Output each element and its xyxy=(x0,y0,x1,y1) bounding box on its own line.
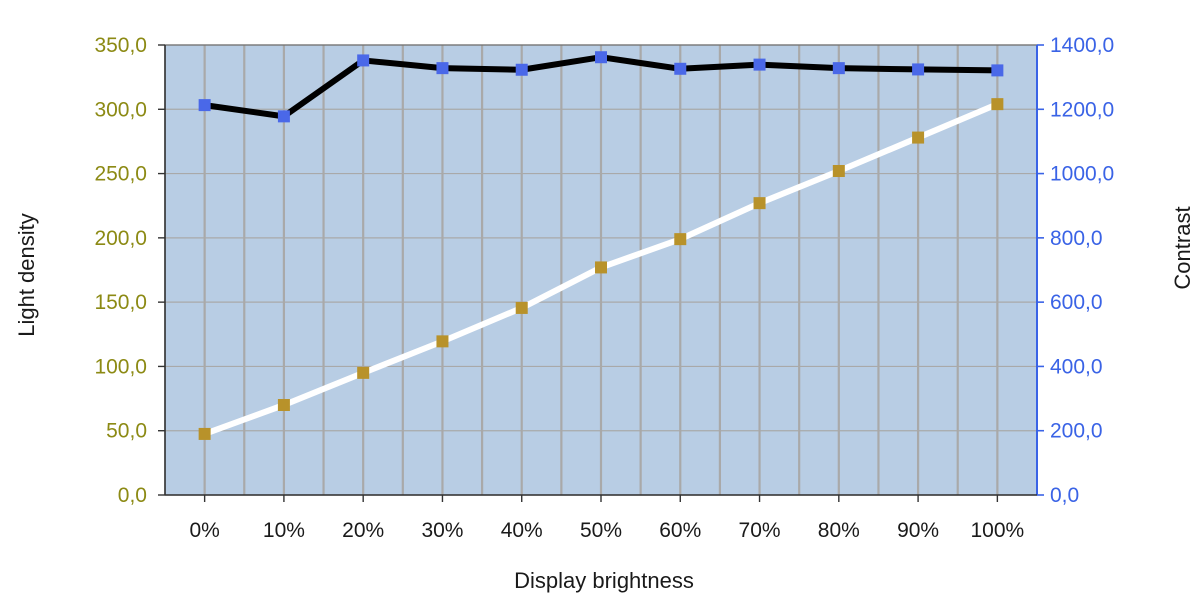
left-tick-label: 50,0 xyxy=(106,420,147,443)
data-point-light-density xyxy=(912,131,925,144)
x-tick-label: 30% xyxy=(421,519,463,542)
x-tick-label: 100% xyxy=(971,519,1025,542)
right-tick-label: 1200,0 xyxy=(1050,98,1114,121)
tick-labels: 0,0 0,0 50,0 200,0 100,0 400,0 150,0 600,0 200,0… xyxy=(94,34,1114,542)
data-point-light-density xyxy=(595,261,607,274)
right-tick-label: 600,0 xyxy=(1050,291,1103,314)
x-tick-label: 10% xyxy=(263,519,305,542)
left-tick-label: 250,0 xyxy=(94,163,147,186)
data-point-light-density xyxy=(436,335,449,348)
series xyxy=(198,51,1004,440)
axes xyxy=(158,44,1044,502)
left-tick-label: 100,0 xyxy=(94,355,147,378)
right-tick-label: 0,0 xyxy=(1050,484,1079,507)
data-point-contrast xyxy=(595,51,607,64)
x-tick-label: 40% xyxy=(501,519,543,542)
data-point-contrast xyxy=(832,62,845,75)
data-point-light-density xyxy=(674,233,687,246)
data-point-light-density xyxy=(357,366,370,379)
x-tick-label: 90% xyxy=(897,519,939,542)
data-point-contrast xyxy=(357,54,370,67)
x-axis-title: Display brightness xyxy=(514,568,694,593)
data-point-contrast xyxy=(674,62,687,75)
left-tick-label: 300,0 xyxy=(94,98,147,121)
right-tick-label: 1400,0 xyxy=(1050,34,1114,57)
data-point-contrast xyxy=(277,110,290,123)
data-point-light-density xyxy=(277,399,290,411)
left-axis-title: Light density xyxy=(14,213,39,337)
data-point-light-density xyxy=(198,427,211,440)
data-point-contrast xyxy=(515,63,528,76)
right-tick-label: 800,0 xyxy=(1050,227,1103,250)
left-tick-label: 350,0 xyxy=(94,34,147,57)
data-point-contrast xyxy=(198,99,211,112)
right-tick-label: 400,0 xyxy=(1050,355,1103,378)
x-tick-label: 80% xyxy=(818,519,860,542)
right-axis-title: Contrast xyxy=(1170,206,1195,289)
right-tick-label: 200,0 xyxy=(1050,420,1103,443)
left-tick-label: 0,0 xyxy=(118,484,147,507)
x-tick-label: 70% xyxy=(739,519,781,542)
data-point-contrast xyxy=(436,62,449,75)
data-point-contrast xyxy=(753,58,766,71)
data-point-contrast xyxy=(991,64,1004,77)
left-tick-label: 200,0 xyxy=(94,227,147,250)
x-tick-label: 20% xyxy=(342,519,384,542)
x-tick-label: 60% xyxy=(659,519,701,542)
x-tick-label: 0% xyxy=(189,519,219,542)
data-point-light-density xyxy=(832,165,845,177)
data-point-contrast xyxy=(912,63,925,76)
x-tick-label: 50% xyxy=(580,519,622,542)
data-point-light-density xyxy=(991,98,1004,111)
left-tick-label: 150,0 xyxy=(94,291,147,314)
data-point-light-density xyxy=(515,301,528,314)
right-tick-label: 1000,0 xyxy=(1050,163,1114,186)
data-point-light-density xyxy=(753,197,766,210)
